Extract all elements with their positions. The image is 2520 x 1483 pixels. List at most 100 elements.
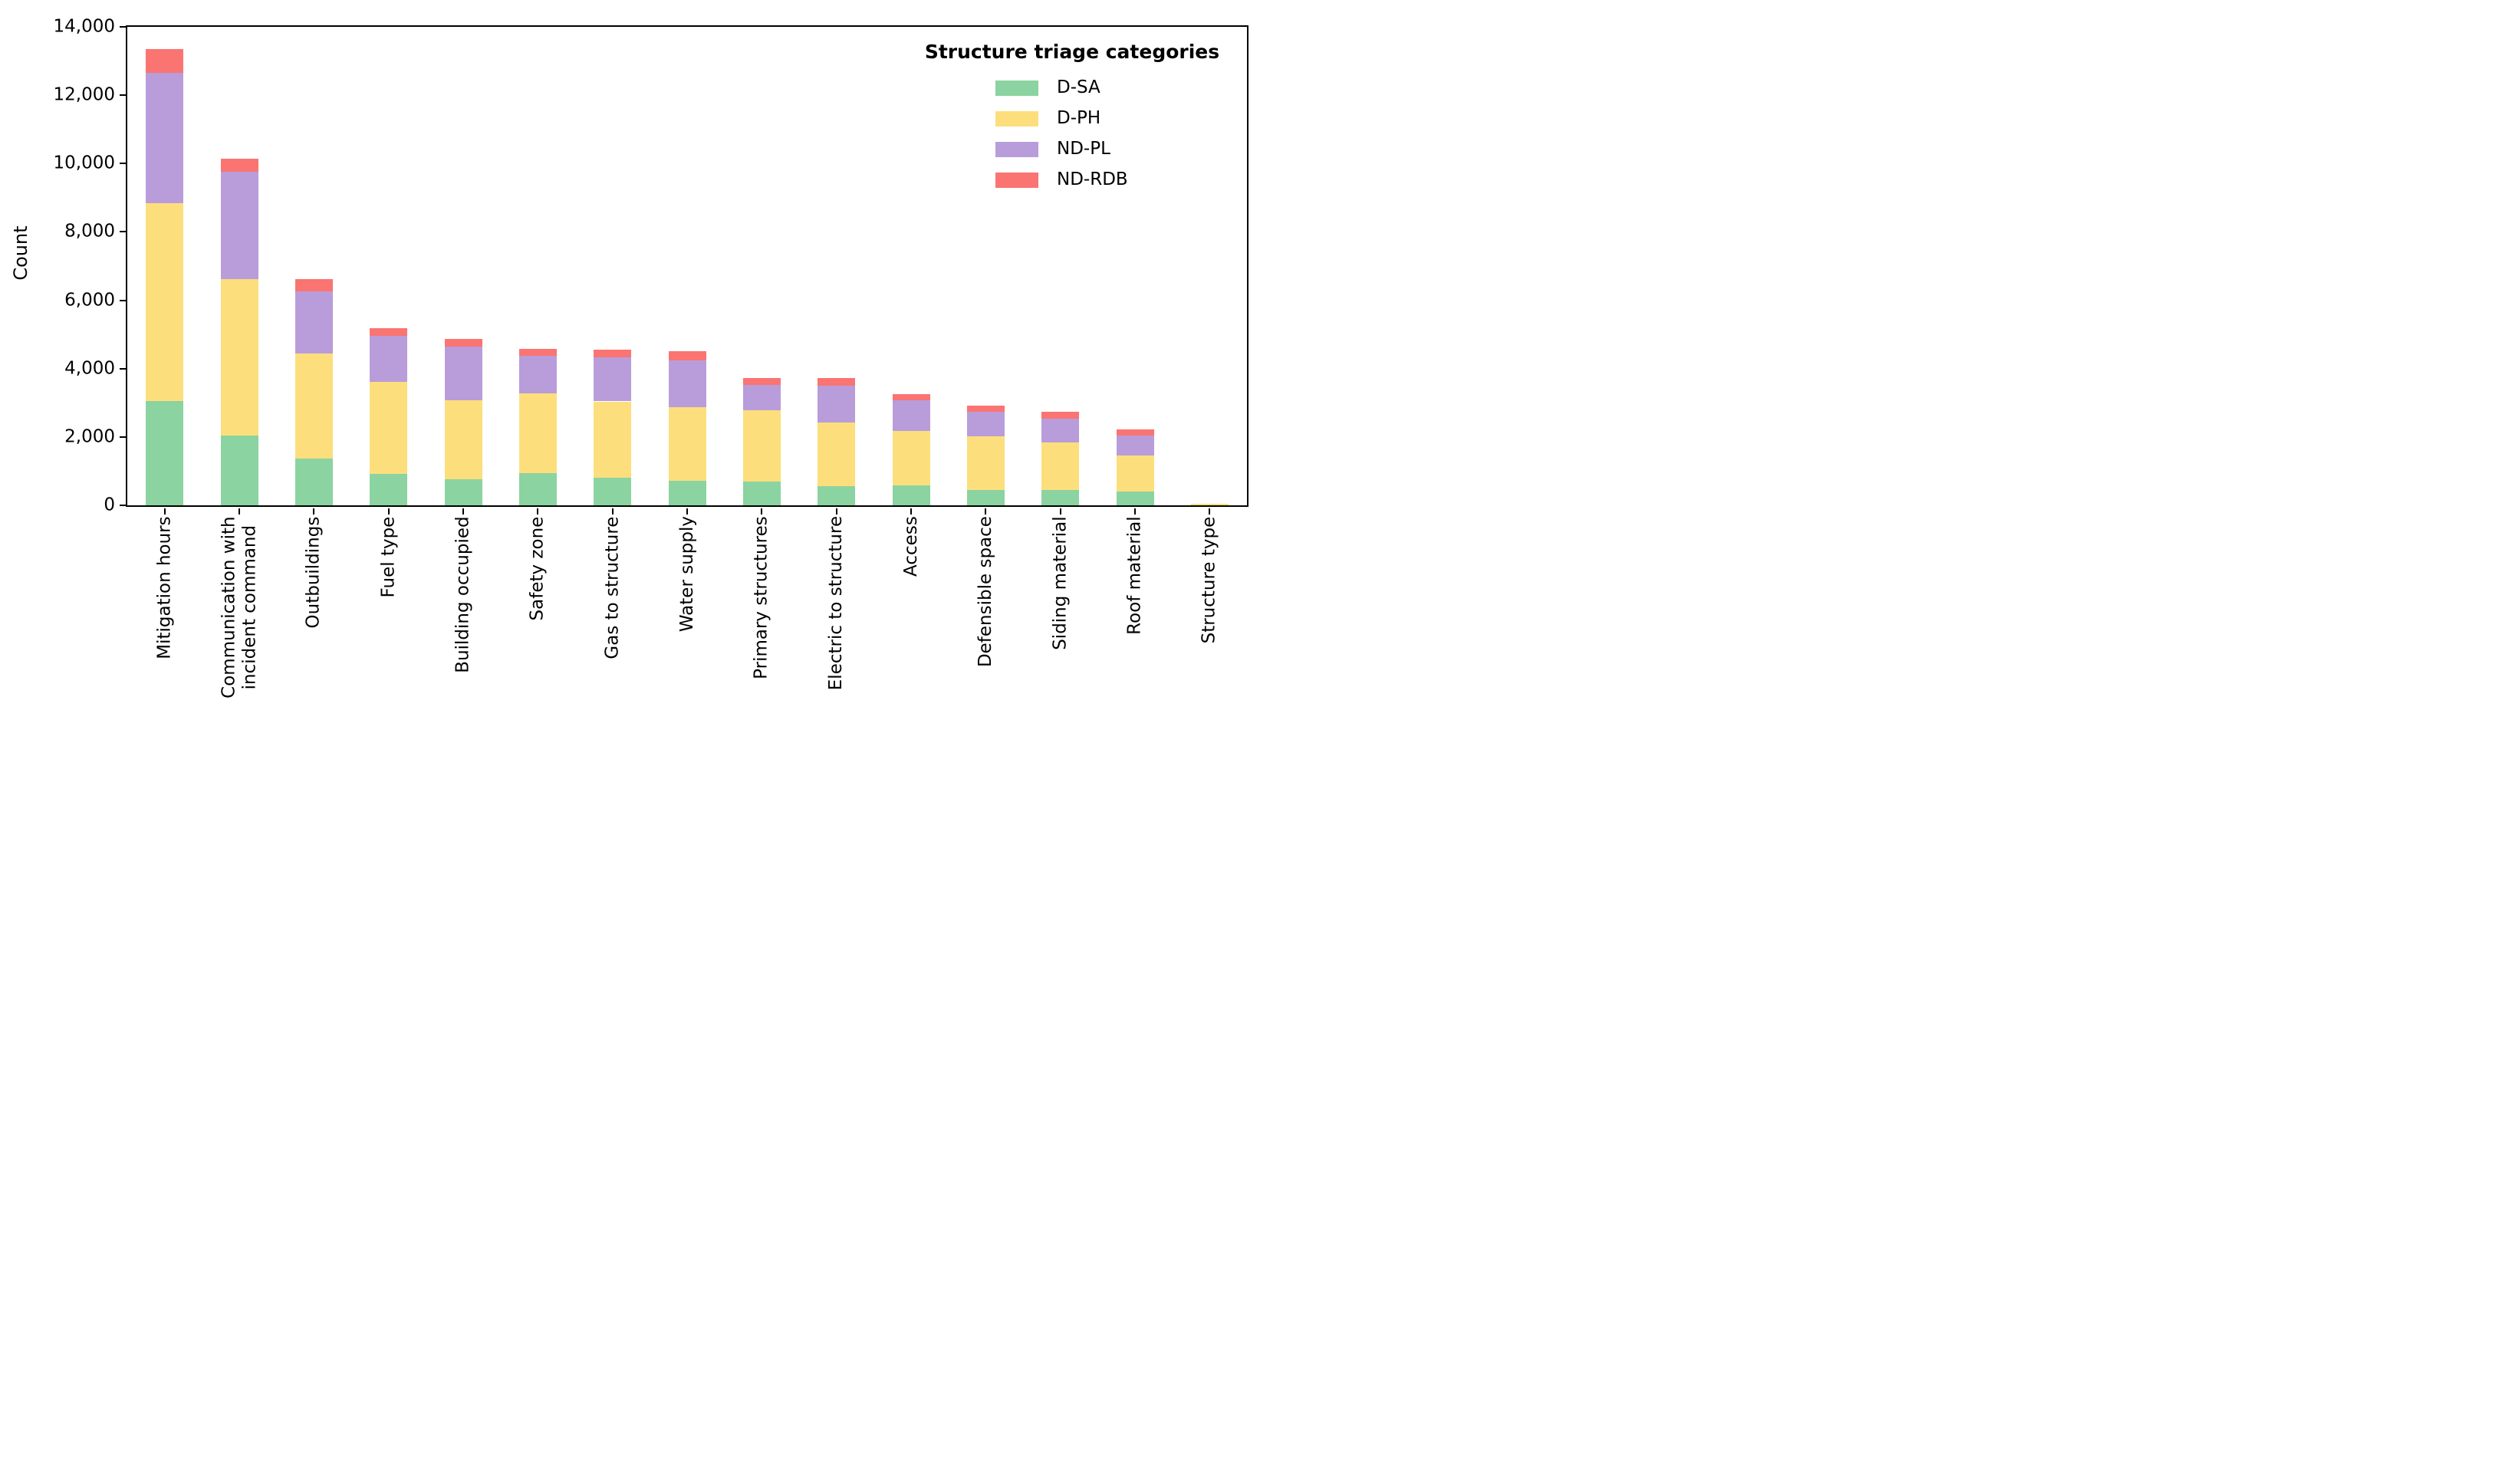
stacked-bar-chart-figure: Count Structure triage categories D-SA D-…	[0, 0, 1260, 742]
x-tick-label: Fuel type	[377, 516, 398, 597]
y-tick-label: 10,000	[53, 153, 115, 173]
x-tick-label: Gas to structure	[602, 516, 623, 659]
bar-segment-nd-rdb	[370, 327, 408, 336]
x-tick-label: Electric to structure	[826, 515, 847, 691]
bar-segment-d-sa	[444, 479, 482, 505]
bar-segment-d-sa	[220, 435, 258, 505]
bar-segment-d-ph	[892, 430, 930, 486]
bar-segment-nd-rdb	[146, 48, 184, 73]
bar-segment-nd-pl	[146, 72, 184, 203]
bar-segment-nd-pl	[594, 357, 632, 402]
x-axis-tick	[1134, 508, 1136, 515]
bar-segment-d-sa	[742, 481, 781, 505]
x-tick-label: Outbuildings	[303, 516, 324, 628]
legend-title: Structure triage categories	[924, 41, 1220, 63]
bar-segment-d-ph	[444, 400, 482, 480]
x-axis-tick	[313, 508, 315, 515]
x-axis-tick	[537, 508, 539, 515]
x-axis-tick	[835, 508, 837, 515]
y-axis-tick	[120, 26, 126, 28]
x-tick-label: Safety zone	[527, 516, 548, 620]
bar-segment-nd-pl	[444, 346, 482, 400]
bar-segment-d-ph	[818, 422, 856, 487]
x-axis-tick	[1209, 508, 1211, 515]
bar-segment-d-ph	[594, 401, 632, 478]
y-tick-label: 8,000	[64, 221, 115, 242]
bar-segment-nd-rdb	[444, 339, 482, 347]
bar-segment-d-sa	[966, 490, 1005, 505]
bar-segment-d-sa	[146, 400, 184, 505]
y-tick-label: 4,000	[64, 358, 115, 379]
y-tick-label: 6,000	[64, 290, 115, 311]
bar-segment-d-sa	[1041, 489, 1080, 505]
y-axis-tick	[120, 367, 126, 370]
bar-segment-nd-pl	[1116, 436, 1154, 456]
legend-swatch-icon	[995, 110, 1038, 127]
legend-items: D-SA D-PH ND-PL ND-RDB	[890, 73, 1255, 196]
legend-label: ND-RDB	[1057, 169, 1128, 189]
legend-swatch-icon	[995, 80, 1038, 96]
legend-item-d-ph: D-PH	[890, 104, 1255, 134]
x-axis-tick	[462, 508, 464, 515]
bar-segment-nd-rdb	[294, 278, 333, 291]
x-tick-label: Water supply	[676, 516, 697, 633]
bar-segment-nd-pl	[220, 172, 258, 280]
legend-label: D-SA	[1057, 77, 1100, 97]
legend-label: ND-PL	[1057, 139, 1110, 159]
bar-segment-nd-rdb	[220, 158, 258, 173]
bar-segment-d-ph	[518, 393, 557, 473]
bar-segment-d-sa	[818, 486, 856, 505]
bar-segment-d-sa	[370, 473, 408, 505]
bar-segment-nd-pl	[818, 386, 856, 423]
bar-segment-nd-pl	[294, 291, 333, 353]
y-axis-title: Count	[10, 225, 31, 281]
x-axis-tick	[163, 508, 166, 515]
bar-segment-nd-rdb	[668, 350, 706, 360]
bar-segment-nd-rdb	[1041, 411, 1080, 419]
y-axis-tick	[120, 231, 126, 233]
x-axis-tick	[686, 508, 688, 515]
bar-segment-nd-pl	[370, 335, 408, 383]
x-tick-label: Building occupied	[452, 515, 473, 673]
bar-segment-d-sa	[594, 477, 632, 505]
bar-segment-nd-pl	[668, 360, 706, 407]
x-axis-tick	[910, 508, 912, 515]
y-tick-label: 14,000	[53, 16, 115, 37]
x-tick-label: Siding material	[1050, 515, 1071, 650]
bar-segment-d-ph	[370, 382, 408, 474]
bar-segment-nd-pl	[966, 411, 1005, 437]
bar-segment-d-ph	[742, 410, 781, 482]
y-tick-label: 2,000	[64, 426, 115, 447]
legend-item-nd-pl: ND-PL	[890, 134, 1255, 165]
legend-label: D-PH	[1057, 108, 1101, 128]
x-tick-label: Structure type	[1199, 516, 1219, 643]
legend: Structure triage categories D-SA D-PH ND-P…	[890, 34, 1255, 196]
y-axis-tick	[120, 299, 126, 301]
x-axis-tick	[761, 508, 763, 515]
x-axis-tick	[239, 508, 240, 515]
bar-segment-nd-rdb	[742, 378, 781, 386]
x-tick-label: Access	[900, 516, 921, 577]
bar-segment-d-ph	[1116, 455, 1154, 492]
x-tick-label: Communication with incident command	[219, 515, 260, 699]
bar-segment-nd-rdb	[1116, 429, 1154, 436]
bar-segment-nd-pl	[742, 385, 781, 411]
bar-segment-d-ph	[1190, 503, 1229, 505]
x-tick-label: Primary structures	[751, 516, 771, 679]
bar-segment-nd-rdb	[892, 394, 930, 400]
x-axis-tick	[985, 508, 987, 515]
legend-swatch-icon	[995, 141, 1038, 157]
y-axis-tick	[120, 505, 126, 506]
bar-segment-nd-pl	[518, 355, 557, 394]
bar-segment-nd-rdb	[594, 349, 632, 358]
bar-segment-d-sa	[1116, 492, 1154, 505]
y-tick-label: 0	[104, 495, 115, 515]
y-axis-tick	[120, 94, 126, 97]
bar-segment-d-ph	[1041, 442, 1080, 490]
x-tick-label: Roof material	[1124, 516, 1145, 635]
bar-segment-d-ph	[220, 279, 258, 436]
legend-item-nd-rdb: ND-RDB	[890, 165, 1255, 196]
x-axis-tick	[387, 508, 390, 515]
bar-segment-d-ph	[668, 406, 706, 482]
bar-segment-nd-pl	[892, 400, 930, 431]
